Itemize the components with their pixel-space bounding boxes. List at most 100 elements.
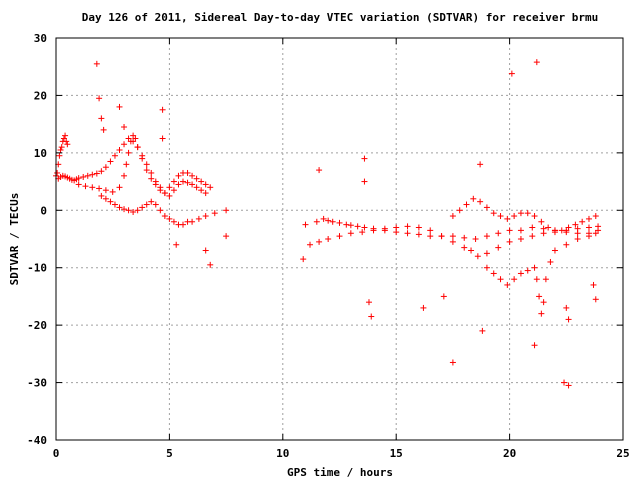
data-point [98, 168, 105, 175]
data-point [96, 185, 103, 192]
data-point [134, 207, 141, 214]
data-point [592, 230, 599, 237]
data-point [202, 190, 209, 197]
data-point [89, 184, 96, 191]
data-point [529, 224, 536, 231]
data-point [538, 310, 545, 317]
data-point [468, 247, 475, 254]
data-point [100, 126, 107, 133]
data-point [116, 103, 123, 110]
data-point [195, 215, 202, 222]
y-tick-label: 0 [40, 204, 47, 217]
data-point [565, 224, 572, 231]
data-point [166, 184, 173, 191]
data-point [504, 215, 511, 222]
data-point [440, 293, 447, 300]
data-point [175, 172, 182, 179]
data-point [463, 201, 470, 208]
data-point [354, 223, 361, 230]
data-point [524, 267, 531, 274]
data-point [533, 276, 540, 283]
y-axis-label: SDTVAR / TECUs [8, 193, 21, 286]
data-point [517, 210, 524, 217]
data-point [93, 170, 100, 177]
data-point [585, 233, 592, 240]
data-point [449, 233, 456, 240]
data-point [511, 276, 518, 283]
data-point [223, 207, 230, 214]
data-point [313, 218, 320, 225]
x-tick-label: 0 [53, 447, 60, 460]
data-point [517, 227, 524, 234]
data-point [148, 169, 155, 176]
data-point [415, 231, 422, 238]
data-point [166, 215, 173, 222]
data-point [111, 152, 118, 159]
data-point [143, 161, 150, 168]
data-point [132, 135, 139, 142]
data-point [121, 141, 128, 148]
data-point [189, 172, 196, 179]
y-tick-label: -10 [27, 262, 47, 275]
data-point [565, 382, 572, 389]
data-point [157, 207, 164, 214]
y-tick-label: -30 [27, 377, 47, 390]
data-point [300, 256, 307, 263]
x-tick-label: 15 [390, 447, 403, 460]
y-tick-label: -40 [27, 434, 47, 447]
data-point [531, 342, 538, 349]
data-point [547, 258, 554, 265]
data-point [438, 233, 445, 240]
data-point [456, 207, 463, 214]
data-point [325, 217, 332, 224]
data-point [56, 152, 63, 159]
data-point [175, 181, 182, 188]
x-tick-label: 20 [503, 447, 516, 460]
data-point [472, 236, 479, 242]
data-point [495, 244, 502, 251]
data-point [404, 230, 411, 237]
data-point [57, 146, 64, 153]
data-point [595, 223, 602, 230]
y-tick-label: 30 [34, 32, 47, 45]
data-point [109, 188, 116, 195]
data-point [125, 149, 132, 156]
data-point [415, 224, 422, 231]
data-point [336, 219, 343, 226]
data-point [211, 210, 218, 217]
data-point [572, 221, 579, 228]
chart-title: Day 126 of 2011, Sidereal Day-to-day VTE… [82, 11, 599, 24]
data-point [121, 124, 128, 131]
data-point [173, 241, 180, 248]
data-point [152, 201, 159, 208]
data-point [121, 206, 128, 213]
data-point [130, 209, 137, 216]
data-point [420, 304, 427, 311]
data-point [427, 233, 434, 240]
data-point [561, 379, 568, 386]
data-point [170, 178, 177, 185]
data-point [585, 224, 592, 231]
data-point [558, 227, 565, 234]
data-point [302, 221, 309, 228]
data-point [545, 224, 552, 231]
data-point [193, 175, 200, 182]
data-point [148, 198, 155, 205]
data-point [316, 238, 323, 245]
data-point [139, 204, 146, 211]
data-point [202, 247, 209, 254]
data-point [316, 167, 323, 174]
data-point [427, 227, 434, 234]
data-point [320, 215, 327, 222]
data-point [524, 210, 531, 217]
data-point [80, 173, 87, 180]
data-point [449, 213, 456, 220]
data-point [307, 241, 314, 248]
data-point [143, 167, 150, 174]
data-point [370, 227, 377, 234]
data-point [111, 201, 118, 208]
x-axis-label: GPS time / hours [287, 466, 393, 479]
data-point [89, 171, 96, 178]
data-point [470, 195, 477, 202]
